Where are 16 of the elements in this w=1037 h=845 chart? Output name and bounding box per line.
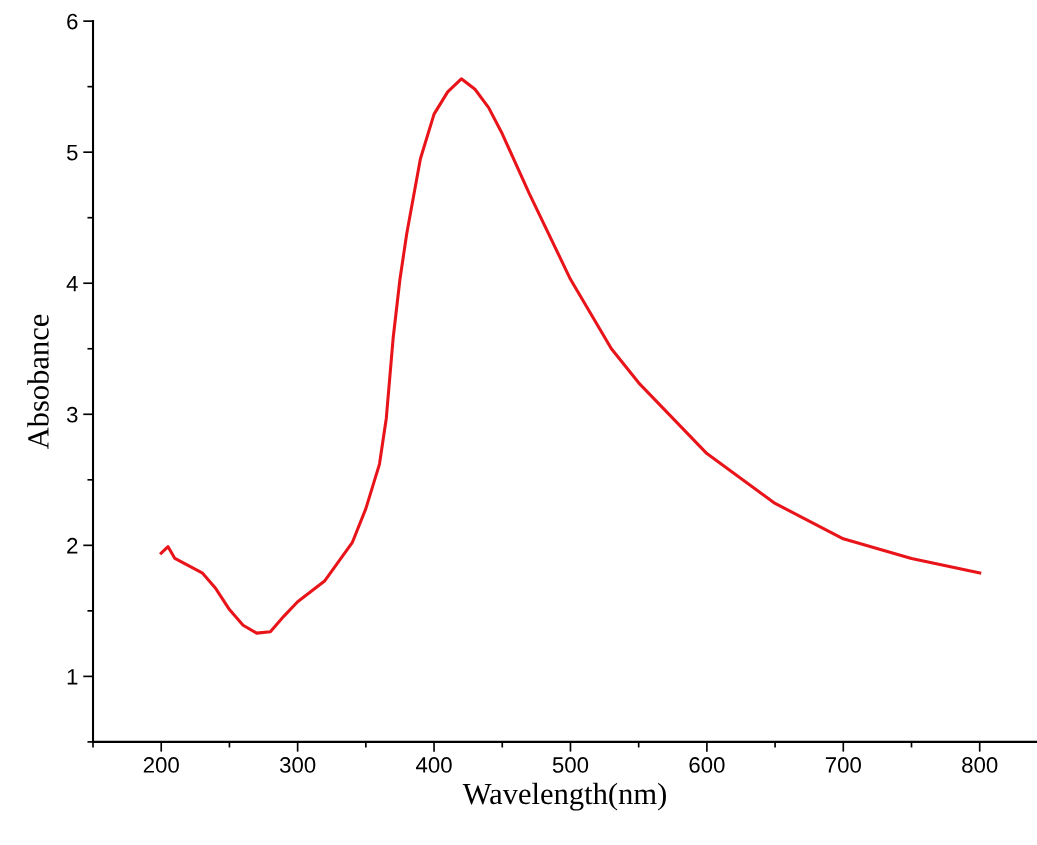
x-tick-label: 700 (825, 757, 861, 773)
y-tick-label: 3 (66, 406, 78, 423)
x-axis-title: Wavelength(nm) (462, 782, 666, 811)
y-tick-label: 1 (67, 669, 78, 685)
y-tick-label: 4 (66, 275, 78, 292)
x-tick-label: 600 (689, 757, 725, 773)
y-tick-label: 2 (67, 537, 78, 554)
y-axis-title: Absobance (27, 314, 49, 450)
y-tick-label: 6 (67, 13, 78, 30)
x-tick-label: 400 (416, 757, 452, 773)
x-tick-label: 500 (552, 757, 589, 773)
y-tick-label: 5 (66, 144, 78, 161)
x-tick-label: 300 (279, 757, 316, 773)
line-series (159, 77, 982, 635)
x-tick-label: 200 (143, 757, 179, 773)
x-tick-label: 800 (962, 757, 998, 773)
